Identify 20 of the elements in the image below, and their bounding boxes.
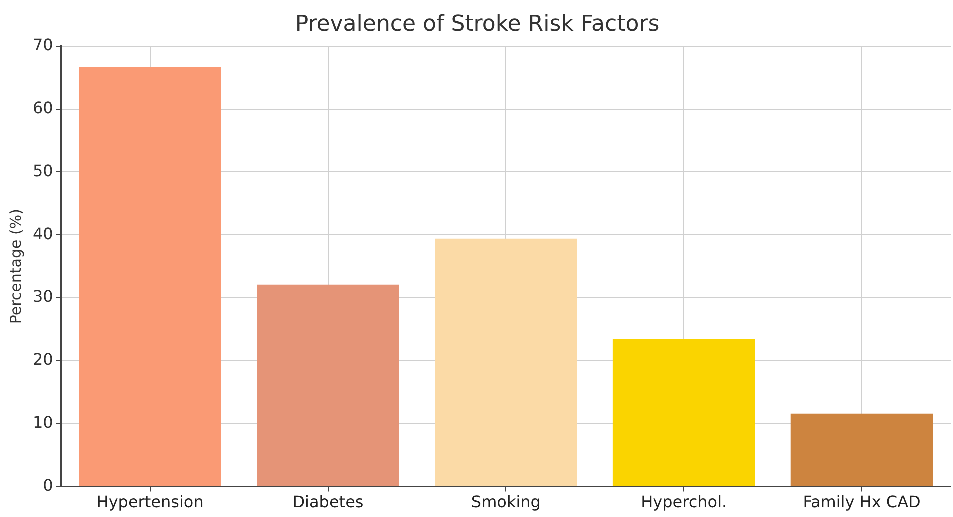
chart-title: Prevalence of Stroke Risk Factors [295,12,660,37]
x-tick-label: Family Hx CAD [803,492,921,512]
bar [790,414,934,486]
y-tick-label: 60 [33,98,54,118]
y-tick-label: 20 [33,350,54,370]
y-axis-title: Percentage (%) [6,209,25,324]
x-tick-label: Smoking [471,492,541,512]
y-tick-label: 0 [43,476,54,495]
y-tick-label: 70 [33,36,54,55]
y-tick-label: 50 [33,161,54,180]
x-tick-label: Diabetes [292,492,364,512]
y-tick-label: 30 [33,287,54,306]
y-tick-label: 10 [33,413,54,432]
bar [435,238,578,486]
bar [257,284,400,486]
bar [79,67,222,486]
x-tick-label: Hypertension [96,492,204,512]
x-tick-label: Hyperchol. [641,492,728,512]
y-tick-label: 40 [33,224,54,244]
bar [612,338,756,486]
